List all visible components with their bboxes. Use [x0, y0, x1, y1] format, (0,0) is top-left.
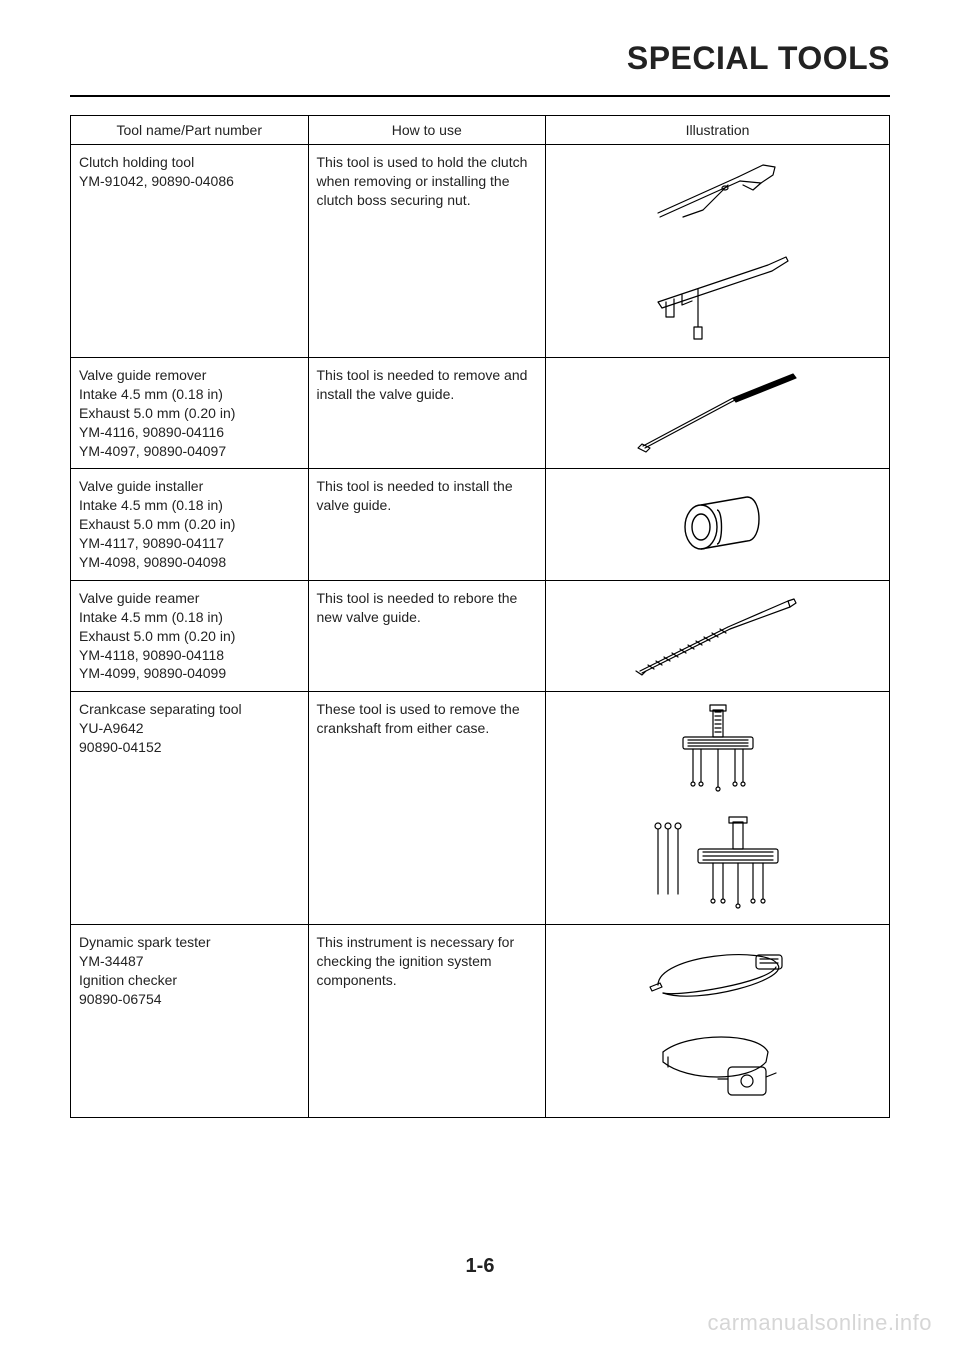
tool-illustration-cell — [546, 358, 890, 469]
tools-table: Tool name/Part number How to use Illustr… — [70, 115, 890, 1118]
table-row: Valve guide installerIntake 4.5 mm (0.18… — [71, 469, 890, 580]
tool-name-cell: Valve guide installerIntake 4.5 mm (0.18… — [71, 469, 309, 580]
col-header-name: Tool name/Part number — [71, 116, 309, 145]
col-header-use: How to use — [308, 116, 546, 145]
tool-illustration-cell — [546, 925, 890, 1118]
tool-illustration-cell — [546, 469, 890, 580]
page-title: SPECIAL TOOLS — [70, 40, 890, 77]
watermark: carmanualsonline.info — [707, 1310, 932, 1336]
tool-use-cell: This tool is needed to install the valve… — [308, 469, 546, 580]
title-rule — [70, 95, 890, 97]
crankcase-separating-tool-icon — [663, 702, 773, 802]
tool-use-cell: This instrument is necessary for checkin… — [308, 925, 546, 1118]
tool-name-cell: Valve guide removerIntake 4.5 mm (0.18 i… — [71, 358, 309, 469]
tool-name-cell: Valve guide reamerIntake 4.5 mm (0.18 in… — [71, 580, 309, 691]
dynamic-spark-tester-icon — [638, 935, 798, 1015]
page-number: 1-6 — [0, 1255, 960, 1278]
ignition-checker-icon — [648, 1027, 788, 1107]
tool-illustration-cell — [546, 580, 890, 691]
table-row: Valve guide reamerIntake 4.5 mm (0.18 in… — [71, 580, 890, 691]
clutch-holding-tool-icon — [643, 155, 793, 235]
tool-illustration-cell — [546, 145, 890, 358]
valve-guide-reamer-icon — [628, 591, 808, 681]
tool-use-cell: This tool is needed to remove and instal… — [308, 358, 546, 469]
tool-use-cell: This tool is used to hold the clutch whe… — [308, 145, 546, 358]
valve-guide-remover-icon — [628, 368, 808, 458]
table-row: Valve guide removerIntake 4.5 mm (0.18 i… — [71, 358, 890, 469]
tool-name-cell: Clutch holding toolYM-91042, 90890-04086 — [71, 145, 309, 358]
tool-illustration-cell — [546, 692, 890, 925]
tool-use-cell: This tool is needed to rebore the new va… — [308, 580, 546, 691]
tool-name-cell: Dynamic spark testerYM-34487Ignition che… — [71, 925, 309, 1118]
col-header-illus: Illustration — [546, 116, 890, 145]
tool-use-cell: These tool is used to remove the cranksh… — [308, 692, 546, 925]
table-row: Clutch holding toolYM-91042, 90890-04086… — [71, 145, 890, 358]
tool-name-cell: Crankcase separating toolYU-A964290890-0… — [71, 692, 309, 925]
crankcase-separating-tool-alt-icon — [643, 814, 793, 914]
valve-guide-installer-icon — [663, 485, 773, 565]
clutch-holding-tool-alt-icon — [638, 247, 798, 347]
table-row: Dynamic spark testerYM-34487Ignition che… — [71, 925, 890, 1118]
table-row: Crankcase separating toolYU-A964290890-0… — [71, 692, 890, 925]
